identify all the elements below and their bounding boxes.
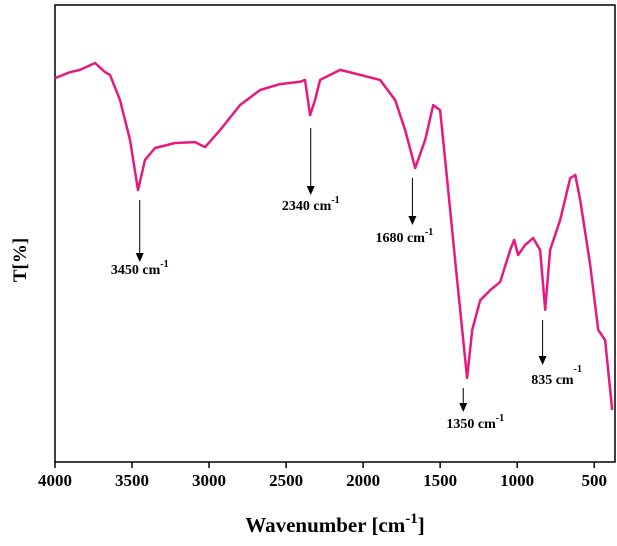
annotation-text: 1680 cm — [376, 231, 426, 246]
x-tick-label: 2500 — [269, 471, 303, 490]
x-tick-label: 1000 — [500, 471, 534, 490]
annotation: 3450 cm-1 — [111, 259, 169, 278]
x-tick-label: 500 — [581, 471, 607, 490]
x-label-end: ] — [418, 513, 425, 537]
annotation: 1350 cm-1 — [446, 413, 504, 432]
annotation-text: 835 cm — [531, 373, 574, 388]
x-tick-label: 1500 — [423, 471, 457, 490]
arrow-head — [135, 253, 144, 262]
spectrum-line — [54, 61, 614, 411]
annotation-sup: -1 — [160, 259, 168, 270]
annotation-sup: -1 — [425, 227, 433, 238]
x-axis-label: Wavenumber [cm-1] — [245, 511, 425, 537]
x-tick-label: 3500 — [115, 471, 149, 490]
annotation-sup: -1 — [574, 364, 582, 375]
y-axis-label: T[%] — [10, 238, 31, 282]
x-tick-label: 4000 — [38, 471, 72, 490]
arrow-head — [459, 403, 468, 412]
x-label-sup: -1 — [405, 511, 418, 527]
annotation: 835 cm-1 — [531, 364, 582, 388]
annotation: 2340 cm-1 — [282, 195, 340, 214]
arrow-head — [306, 186, 315, 195]
x-tick-label: 3000 — [192, 471, 226, 490]
x-label-main: Wavenumber [cm — [245, 513, 406, 537]
annotation-sup: -1 — [496, 413, 504, 424]
plot-frame — [54, 4, 616, 463]
annotation-text: 1350 cm — [446, 417, 496, 432]
annotation-text: 3450 cm — [111, 263, 161, 278]
arrow-head — [408, 216, 417, 225]
annotation-sup: -1 — [331, 195, 339, 206]
arrow-head — [538, 356, 547, 365]
annotation-text: 2340 cm — [282, 199, 332, 214]
annotation: 1680 cm-1 — [376, 227, 434, 246]
x-tick-label: 2000 — [346, 471, 380, 490]
